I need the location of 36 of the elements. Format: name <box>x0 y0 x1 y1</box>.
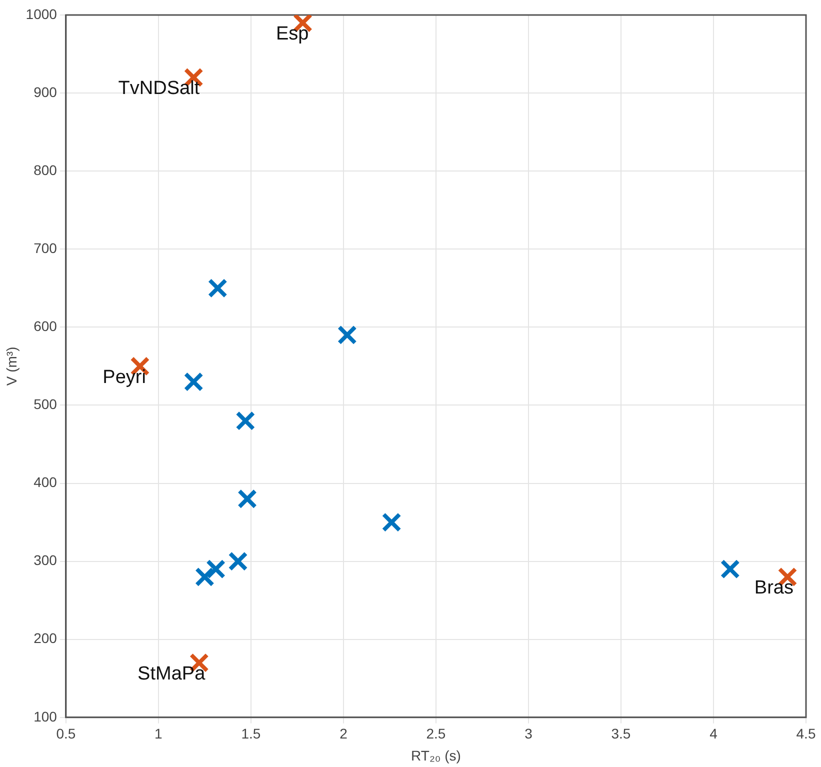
y-tick-label: 800 <box>34 162 58 178</box>
annotation: Bras <box>754 578 794 599</box>
point <box>208 278 228 298</box>
x-tick-label: 2.5 <box>426 726 446 742</box>
x-tick-label: 3.5 <box>611 726 631 742</box>
y-tick-label: 600 <box>34 318 58 334</box>
point <box>237 489 258 509</box>
x-tick-label: 4 <box>710 726 718 742</box>
x-axis-title: RT₂₀ (s) <box>411 747 461 764</box>
x-tick-label: 3 <box>524 726 533 742</box>
annotation: StMaPa <box>138 664 206 685</box>
annotation: Peyri <box>102 366 146 388</box>
point <box>337 325 357 345</box>
y-tick-label: 700 <box>34 240 58 256</box>
point <box>194 567 214 587</box>
point <box>184 372 204 392</box>
annotation: Esp <box>276 24 309 45</box>
annotation: TvNDSalt <box>118 78 200 100</box>
y-tick-label: 900 <box>34 84 58 100</box>
x-tick-label: 1 <box>154 726 163 742</box>
x-tick-label: 1.5 <box>241 726 261 742</box>
x-tick-label: 2 <box>340 726 348 742</box>
y-tick-label: 300 <box>34 552 58 568</box>
point <box>382 512 402 532</box>
point <box>720 559 740 579</box>
point <box>206 559 226 579</box>
y-axis-title: V (m³) <box>3 346 20 386</box>
y-tick-label: 1000 <box>26 6 58 22</box>
point <box>236 411 256 431</box>
y-tick-label: 400 <box>34 474 58 490</box>
point <box>228 552 248 572</box>
y-tick-label: 200 <box>34 630 58 646</box>
x-tick-label: 4.5 <box>796 726 816 742</box>
x-tick-label: 0.5 <box>56 726 76 742</box>
y-tick-label: 500 <box>34 396 58 412</box>
y-tick-label: 100 <box>34 708 58 724</box>
